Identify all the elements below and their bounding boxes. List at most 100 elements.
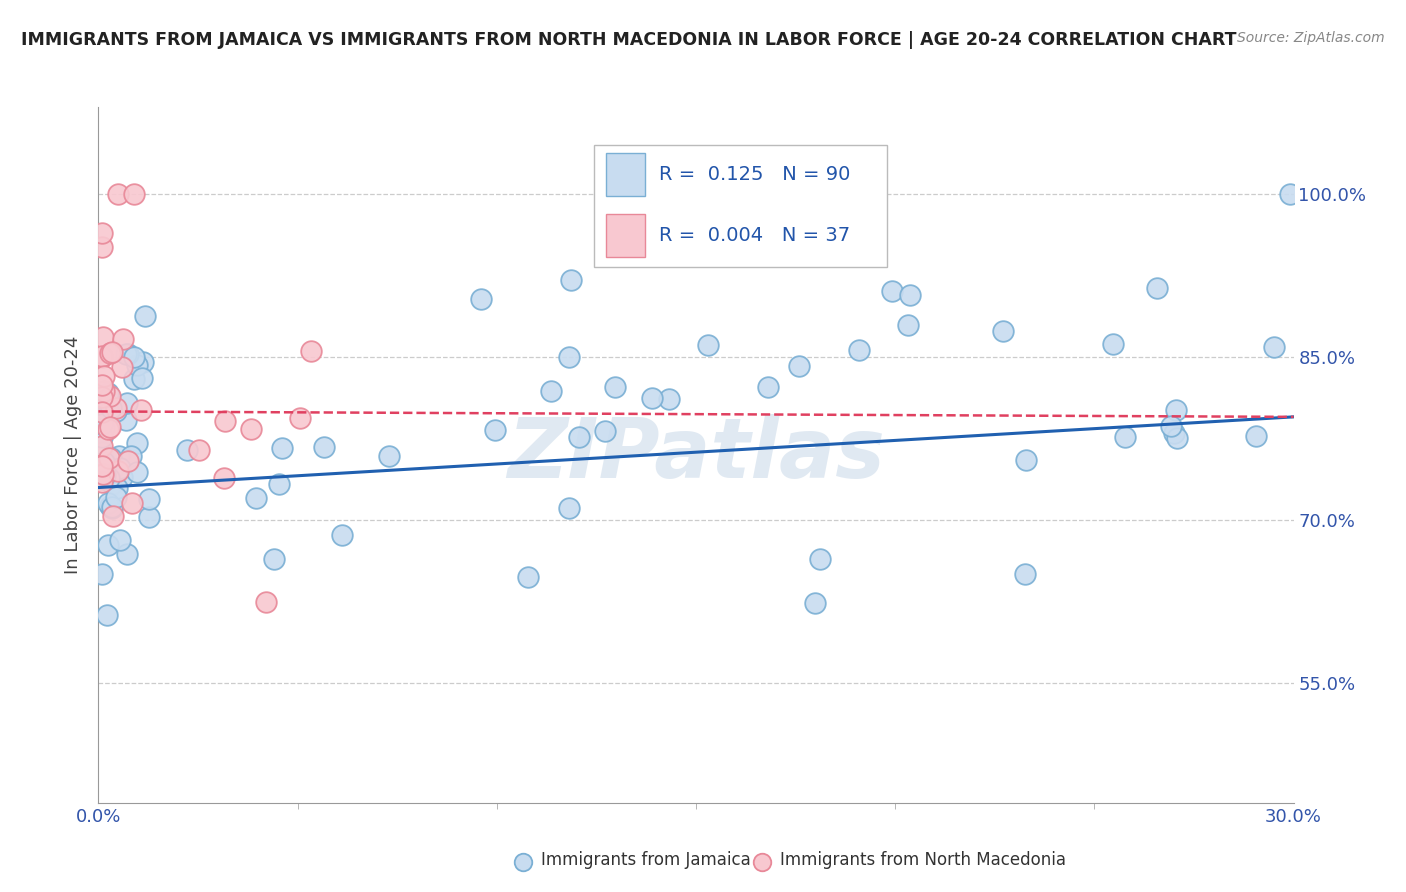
Point [96,607,118,622]
Point [138,492,160,507]
Point [697,338,720,352]
Point [900,288,922,302]
Point [93,384,115,398]
Point [263,551,285,566]
Point [808,551,831,566]
Point [100,401,122,416]
Y-axis label: In Labor Force | Age 20-24: In Labor Force | Age 20-24 [63,335,82,574]
Point [101,477,124,491]
Point [1244,429,1267,443]
Point [1164,403,1187,417]
Point [1102,336,1125,351]
Point [98,471,121,485]
Point [101,344,124,359]
Point [1166,431,1188,445]
Text: Source: ZipAtlas.com: Source: ZipAtlas.com [1237,31,1385,45]
Point [560,273,582,287]
Point [91,349,114,363]
Text: ZIPatlas: ZIPatlas [508,415,884,495]
Point [288,411,311,425]
Point [93,369,115,384]
Point [94,468,117,483]
Point [187,443,209,458]
Point [1014,567,1036,582]
Point [378,449,401,463]
Point [245,491,267,506]
Point [94,392,117,407]
FancyBboxPatch shape [606,153,644,196]
Point [101,500,124,515]
Point [101,500,124,515]
Point [111,360,134,375]
Point [111,332,134,346]
Point [1015,453,1038,467]
Point [1263,340,1285,354]
Point [254,595,277,609]
Point [91,567,114,582]
Point [91,350,114,364]
Point [108,449,131,463]
Point [93,454,115,468]
Point [91,390,114,404]
Point [108,460,131,475]
Point [91,417,114,432]
Point [880,284,903,298]
Point [125,465,148,479]
Point [115,547,138,561]
Point [115,396,138,410]
Point [121,496,143,510]
Point [176,442,198,457]
Point [91,226,114,240]
Point [117,454,139,468]
Point [605,380,627,394]
Point [114,413,136,427]
FancyBboxPatch shape [595,145,887,267]
Point [105,481,128,495]
Point [804,596,827,610]
Point [101,463,124,477]
Point [91,472,114,486]
Point [240,422,263,436]
Point [91,405,114,419]
Point [134,309,156,323]
Point [117,347,139,361]
Point [120,450,142,464]
Point [98,346,121,360]
Point [593,424,616,438]
Point [107,187,129,202]
FancyBboxPatch shape [606,214,644,257]
Point [125,358,148,372]
Point [558,350,581,364]
Point [540,384,562,398]
Point [91,439,114,453]
Point [91,239,114,253]
Point [124,187,146,202]
Point [97,422,120,436]
Point [1278,187,1301,202]
Point [122,372,145,386]
Point [100,389,122,403]
Text: R =  0.125   N = 90: R = 0.125 N = 90 [659,165,851,184]
Point [93,330,115,344]
Point [214,414,236,428]
Point [517,570,540,584]
Point [97,495,120,509]
Text: Immigrants from Jamaica: Immigrants from Jamaica [541,851,751,869]
Point [756,380,779,394]
Point [658,392,681,406]
Point [269,476,291,491]
Point [104,491,127,505]
Point [1160,419,1182,434]
Point [114,346,136,360]
Text: IMMIGRANTS FROM JAMAICA VS IMMIGRANTS FROM NORTH MACEDONIA IN LABOR FORCE | AGE : IMMIGRANTS FROM JAMAICA VS IMMIGRANTS FR… [21,31,1237,49]
Point [93,420,115,434]
Point [138,510,160,524]
Point [101,508,124,523]
Point [129,403,152,417]
Point [97,537,120,551]
Point [897,318,920,333]
Point [127,436,149,450]
Point [91,469,114,483]
Point [991,324,1014,338]
Point [100,450,122,465]
